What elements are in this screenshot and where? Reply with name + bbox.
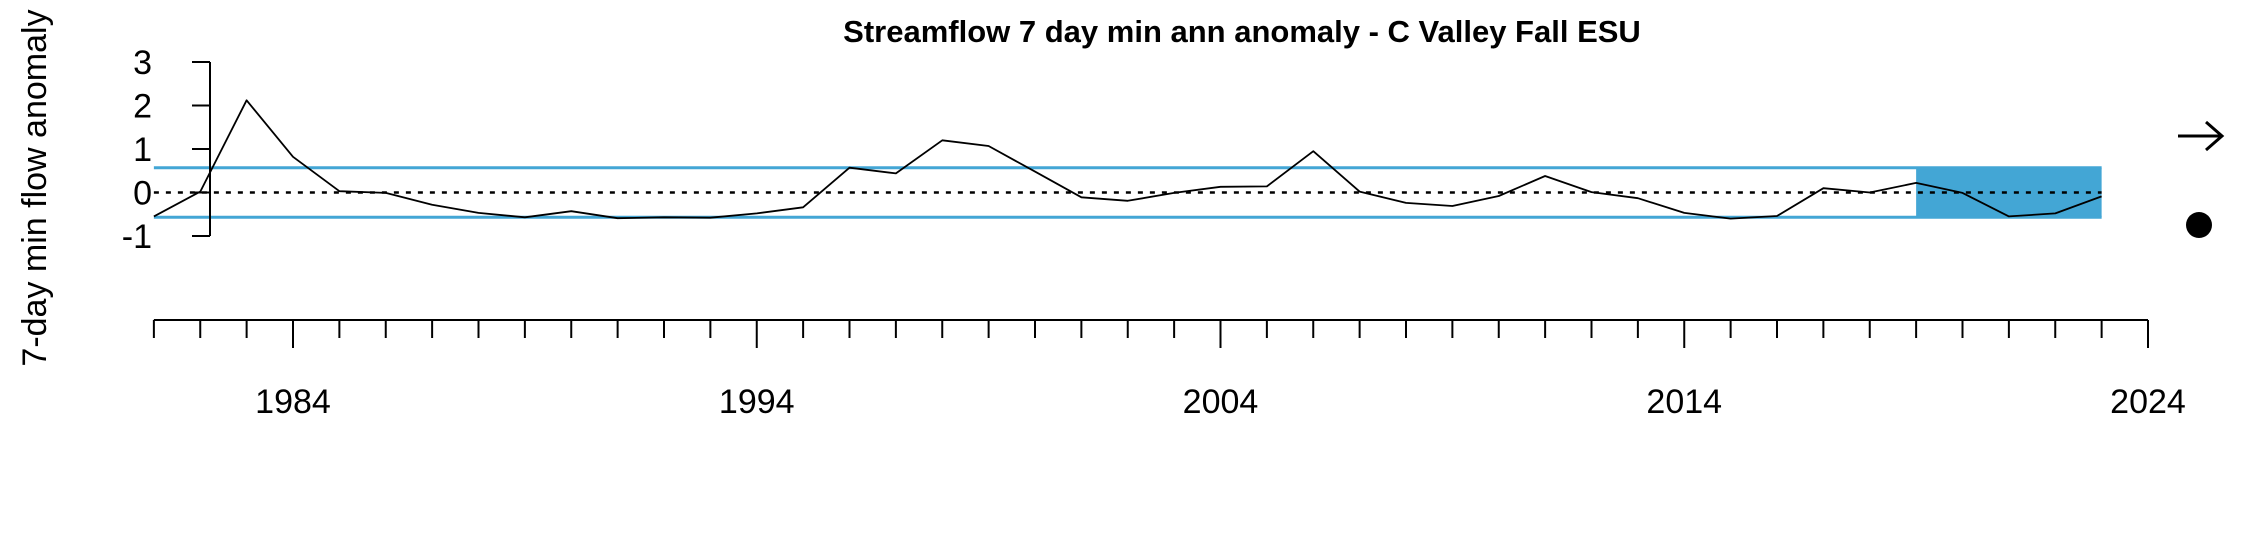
x-tick-label: 1984 <box>255 383 331 421</box>
arrow-head-icon <box>2205 120 2225 152</box>
dot-icon <box>2186 212 2212 238</box>
x-tick-label: 1994 <box>719 383 795 421</box>
x-tick-label: 2024 <box>2110 383 2186 421</box>
chart-title: Streamflow 7 day min ann anomaly - C Val… <box>843 14 1641 49</box>
y-tick-label: -1 <box>122 218 152 256</box>
recent-period-shade <box>1916 167 2102 218</box>
y-tick-label: 1 <box>133 131 152 169</box>
y-tick-label: 0 <box>133 175 152 213</box>
x-tick-label: 2014 <box>1646 383 1722 421</box>
y-axis-label: 7-day min flow anomaly <box>16 9 54 366</box>
x-tick-label: 2004 <box>1183 383 1259 421</box>
y-axis: -1 0 1 2 3 <box>122 44 211 256</box>
y-tick-label: 2 <box>133 88 152 126</box>
y-tick-label: 3 <box>133 44 152 82</box>
plot-area <box>153 99 2102 220</box>
series-line <box>153 99 2102 220</box>
x-axis: 1984 1994 2004 2014 2024 <box>152 319 2186 421</box>
trend-indicators <box>2178 120 2225 238</box>
